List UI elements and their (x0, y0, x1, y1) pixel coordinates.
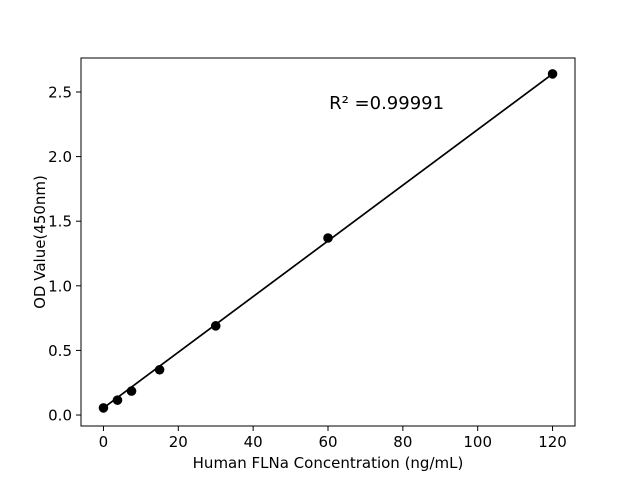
data-point (323, 233, 333, 243)
x-tick-label: 20 (169, 433, 188, 451)
data-point (112, 395, 123, 405)
x-tick-label: 120 (538, 433, 567, 451)
y-tick-label: 0.0 (48, 407, 72, 425)
y-tick-label: 2.0 (48, 148, 72, 166)
y-axis-label: OD Value(450nm) (31, 175, 49, 309)
data-point (154, 364, 165, 375)
x-tick-label: 80 (393, 433, 412, 451)
data-point (547, 69, 558, 79)
y-tick-label: 1.5 (48, 213, 72, 231)
x-axis-label: Human FLNa Concentration (ng/mL) (193, 454, 464, 472)
x-tick-label: 0 (99, 433, 109, 451)
x-tick-label: 40 (244, 433, 263, 451)
y-tick-label: 2.5 (48, 83, 72, 101)
y-tick-label: 1.0 (48, 277, 72, 295)
y-tick-label: 0.5 (48, 342, 72, 360)
r-squared-annotation: R² =0.99991 (329, 93, 444, 114)
x-tick-label: 100 (463, 433, 492, 451)
axes-frame (80, 57, 576, 427)
data-point (210, 321, 221, 331)
data-point (126, 386, 137, 396)
data-point (98, 403, 109, 413)
x-tick-label: 60 (318, 433, 337, 451)
